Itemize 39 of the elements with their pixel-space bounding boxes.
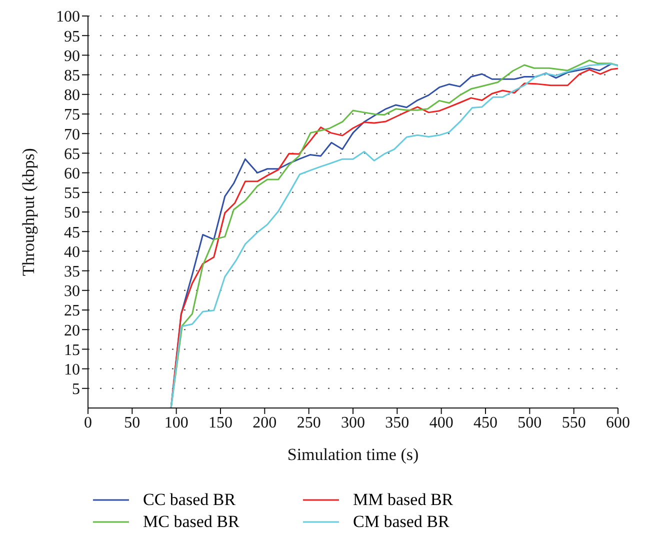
y-tick-label: 55 <box>64 185 80 202</box>
y-tick-label: 30 <box>64 283 80 300</box>
legend-label: CC based BR <box>143 490 236 510</box>
y-tick-label: 95 <box>64 28 80 46</box>
x-tick-label: 600 <box>606 414 630 432</box>
y-tick-label: 70 <box>64 126 80 144</box>
x-tick-label: 350 <box>385 414 410 432</box>
y-tick-label: 80 <box>64 87 80 104</box>
x-axis-title: Simulation time (s) <box>287 445 419 464</box>
y-tick-label: 65 <box>64 146 80 163</box>
y-tick-label: 85 <box>64 67 80 84</box>
y-tick-label: 10 <box>64 361 80 378</box>
x-tick-label: 300 <box>341 414 365 432</box>
y-tick-label: 100 <box>56 8 80 26</box>
x-tick-label: 500 <box>518 414 542 432</box>
x-tick-label: 550 <box>562 414 586 432</box>
y-tick-label: 45 <box>64 224 80 242</box>
x-tick-label: 50 <box>124 414 140 432</box>
x-tick-label: 150 <box>208 414 232 432</box>
x-tick-label: 200 <box>252 414 277 432</box>
legend-label: MM based BR <box>353 490 454 510</box>
legend-label: MC based BR <box>143 512 240 532</box>
y-tick-label: 75 <box>64 106 80 124</box>
y-tick-label: 40 <box>64 244 80 261</box>
y-tick-label: 5 <box>72 381 80 398</box>
x-tick-label: 0 <box>84 414 92 432</box>
y-axis-title: Throughput (kbps) <box>19 148 38 276</box>
x-tick-label: 400 <box>429 414 454 432</box>
legend-label: CM based BR <box>353 512 450 532</box>
y-tick-label: 60 <box>64 165 80 182</box>
x-tick-label: 100 <box>164 414 188 432</box>
y-tick-label: 15 <box>64 342 80 359</box>
y-tick-label: 25 <box>64 302 80 320</box>
x-tick-label: 450 <box>474 414 498 432</box>
y-tick-label: 35 <box>64 263 80 280</box>
y-tick-label: 90 <box>64 48 80 65</box>
x-tick-label: 250 <box>296 414 321 432</box>
y-tick-label: 20 <box>64 322 80 340</box>
y-tick-label: 50 <box>64 204 80 222</box>
